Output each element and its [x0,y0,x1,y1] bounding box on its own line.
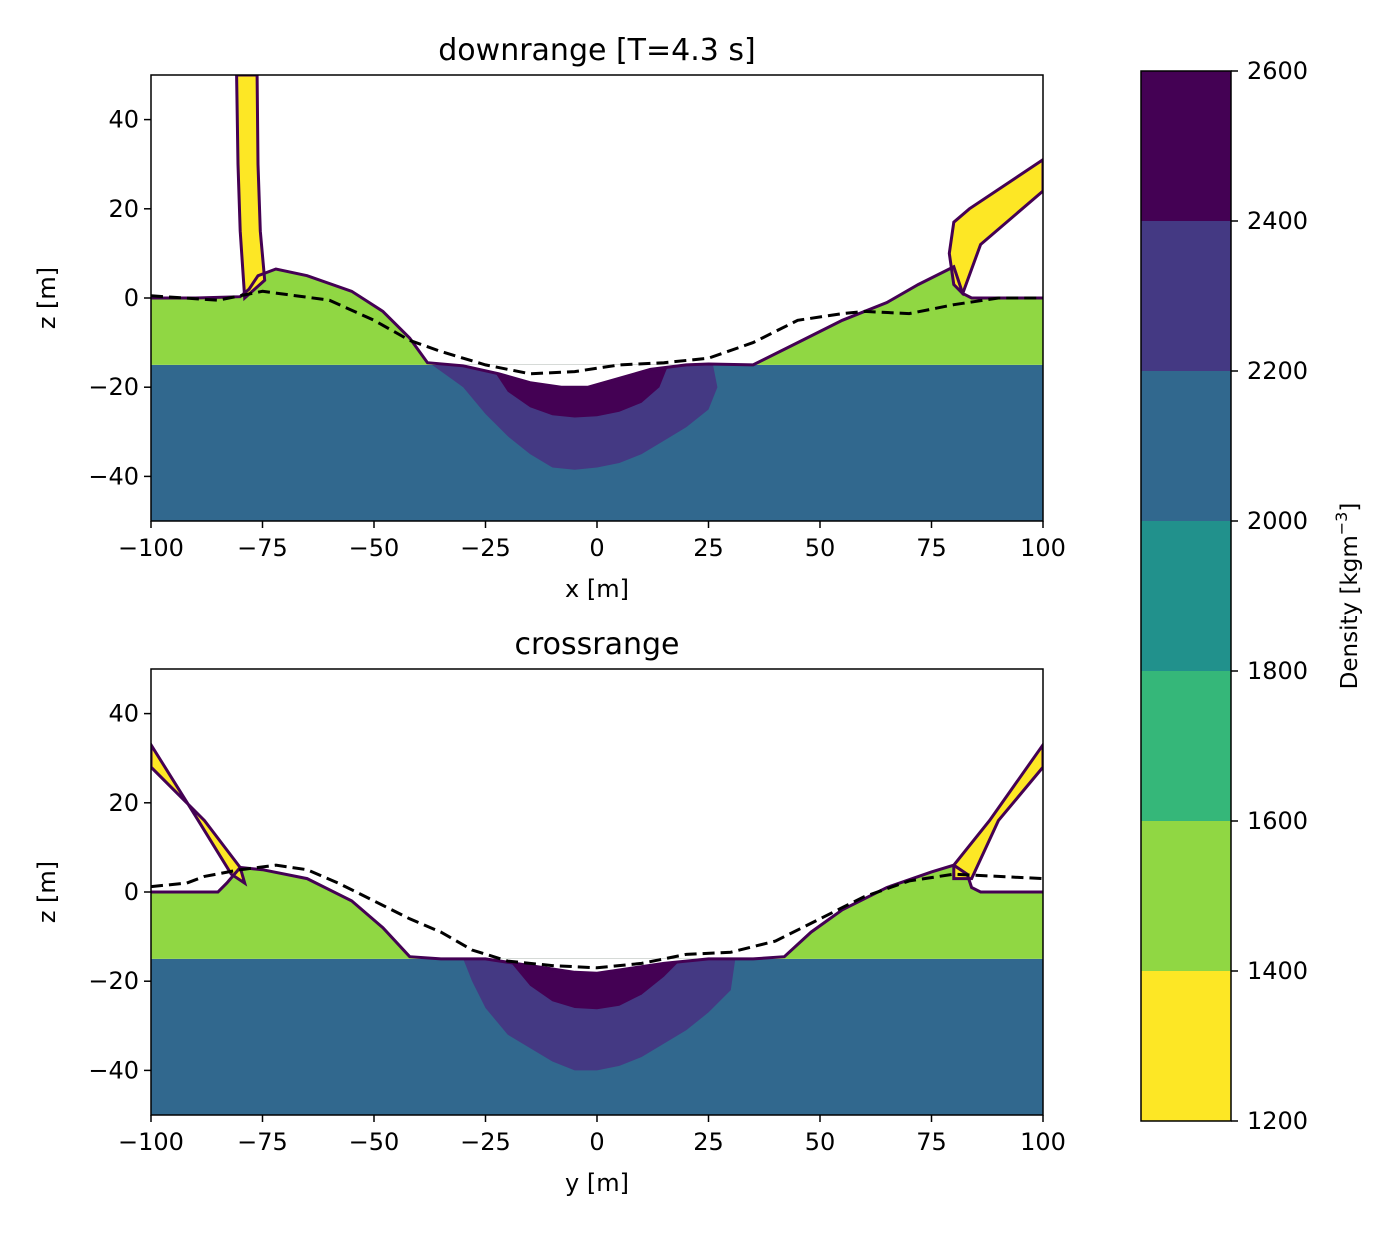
downrange-crater-outline [151,264,1043,389]
crossrange-y-tick-label: −20 [88,967,139,995]
crossrange-x-tick-label: 75 [916,1128,947,1156]
crossrange-title: crossrange [514,627,679,662]
crossrange-x-tick-label: 50 [805,1128,836,1156]
downrange-x-tick-label: 50 [805,534,836,562]
colorbar-tick-label: 1400 [1247,957,1308,985]
crossrange-x-tick-label: −25 [460,1128,511,1156]
downrange-ticks: −100 −75 −50 −25 0 25 50 75 100 −40 −20 0 20 40 [88,106,1066,562]
colorbar-tick-label: 2000 [1247,507,1308,535]
colorbar-band [1141,521,1231,671]
downrange-x-tick-label: −50 [349,534,400,562]
downrange-ejecta-curtain-1 [235,75,267,302]
crossrange-compressed-zone-outer [463,958,736,1071]
crossrange-x-tick-label: −75 [237,1128,288,1156]
colorbar-label: Density [kgm−3] [1332,503,1363,690]
downrange-x-tick-label: −25 [460,534,511,562]
crossrange-x-tick-label: 25 [693,1128,724,1156]
colorbar-tick-label: 2200 [1247,357,1308,385]
downrange-y-tick-label: 20 [108,195,139,223]
downrange-surface-layer [151,266,1043,388]
downrange-y-tick-label: 40 [108,106,139,134]
crossrange-y-tick-label: 40 [108,700,139,728]
downrange-y-axis-label: z [m] [33,267,61,329]
crossrange-x-tick-label: −50 [349,1128,400,1156]
colorbar-label-exponent: −3 [1332,512,1351,536]
downrange-ejecta-curtain-2 [947,157,1043,297]
downrange-x-tick-label: −75 [237,534,288,562]
colorbar-tick-label: 1800 [1247,657,1308,685]
crossrange-y-tick-label: 0 [124,878,139,906]
crossrange-panel: crossrange −100 −75 −50 −25 0 25 50 75 100 −40 −20… [33,627,1066,1197]
downrange-x-tick-label: 100 [1020,534,1066,562]
downrange-x-tick-label: −100 [118,534,184,562]
colorbar-tick-label: 1600 [1247,807,1308,835]
colorbar-band [1141,371,1231,521]
downrange-y-tick-label: −20 [88,373,139,401]
downrange-plot-area [151,75,1043,521]
colorbar-band [1141,821,1231,971]
colorbar-ticks: 1200 1400 1600 1800 2000 2200 2400 2600 [1231,57,1308,1135]
crossrange-y-tick-label: −40 [88,1056,139,1084]
colorbar-label-suffix: ] [1337,503,1363,512]
crossrange-x-tick-label: 0 [589,1128,604,1156]
colorbar-tick-label: 1200 [1247,1107,1308,1135]
crossrange-plot-area [151,741,1043,1115]
colorbar-tick-label: 2600 [1247,57,1308,85]
downrange-y-tick-label: 0 [124,284,139,312]
crossrange-ejecta-curtain-1 [151,741,248,887]
crossrange-x-tick-label: 100 [1020,1128,1066,1156]
colorbar-tick-label: 2400 [1247,207,1308,235]
downrange-y-tick-label: −40 [88,462,139,490]
crossrange-ejecta-curtain-2 [952,742,1043,881]
crossrange-ticks: −100 −75 −50 −25 0 25 50 75 100 −40 −20 0 20 40 [88,700,1066,1156]
downrange-title: downrange [T=4.3 s] [438,33,755,68]
crossrange-x-tick-label: −100 [118,1128,184,1156]
crossrange-x-axis-label: y [m] [565,1169,629,1197]
crossrange-reference-profile [151,863,1043,970]
colorbar-bands [1141,71,1231,1121]
crossrange-y-axis-label: z [m] [33,861,61,923]
downrange-x-axis-label: x [m] [565,575,629,603]
crossrange-y-tick-label: 20 [108,789,139,817]
crossrange-crater-outline [151,863,1043,975]
crossrange-compressed-zone-inner [507,958,682,1010]
downrange-x-tick-label: 25 [693,534,724,562]
downrange-x-tick-label: 0 [589,534,604,562]
colorbar: 1200 1400 1600 1800 2000 2200 2400 2600 Density… [1140,57,1363,1135]
colorbar-band [1141,971,1231,1121]
colorbar-band [1141,671,1231,821]
downrange-x-tick-label: 75 [916,534,947,562]
colorbar-frame [1140,70,1232,1122]
crossrange-surface-layer [151,865,1043,974]
downrange-panel: downrange [T=4.3 s] −100 −75 −50 −25 0 25 50 75… [33,33,1066,603]
downrange-crater-cavity [463,364,754,388]
colorbar-label-main: Density [kgm [1337,535,1363,689]
colorbar-band [1141,221,1231,371]
colorbar-band [1141,71,1231,221]
